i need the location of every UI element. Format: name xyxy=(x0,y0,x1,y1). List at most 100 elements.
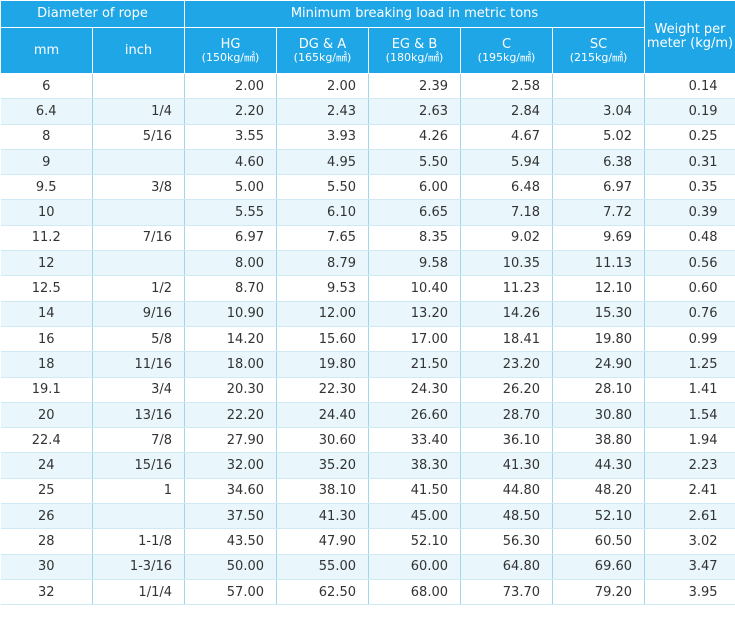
diameter-mm-cell: 6.4 xyxy=(0,98,93,125)
diameter-inch-cell: 9/16 xyxy=(92,301,185,327)
diameter-mm-cell: 30 xyxy=(0,554,93,580)
sc-load-cell: 52.10 xyxy=(552,503,646,530)
dg-load-cell: 47.90 xyxy=(276,528,369,555)
dg-load-cell: 22.30 xyxy=(276,377,369,403)
c-load-cell: 2.84 xyxy=(460,98,553,125)
weight-cell: 3.02 xyxy=(644,528,735,555)
grade-name: DG & A xyxy=(298,36,347,52)
dg-load-cell: 35.20 xyxy=(276,452,369,479)
grade-name: HG xyxy=(220,36,241,52)
grade-header-c: C (195kg/㎟) xyxy=(460,27,553,74)
table-row: 12.5 1/2 8.70 9.53 10.40 11.23 12.10 0.60 xyxy=(0,275,735,302)
table-row: 11.2 7/16 6.97 7.65 8.35 9.02 9.69 0.48 xyxy=(0,225,735,252)
sc-load-cell: 38.80 xyxy=(552,427,646,454)
c-load-cell: 64.80 xyxy=(460,554,553,580)
table-row: 25 1 34.60 38.10 41.50 44.80 48.20 2.41 xyxy=(0,478,735,505)
weight-cell: 0.39 xyxy=(644,199,735,226)
diameter-inch-cell xyxy=(92,250,185,277)
diameter-mm-cell: 26 xyxy=(0,503,93,530)
dg-load-cell: 15.60 xyxy=(276,326,369,353)
weight-cell: 0.35 xyxy=(644,174,735,201)
grade-strength: (150kg/㎟) xyxy=(201,50,260,64)
sc-load-cell: 3.04 xyxy=(552,98,646,125)
table-body: 6 2.00 2.00 2.39 2.58 0.14 6.4 1/4 2.20 2.43 2.63 2… xyxy=(0,73,735,606)
diameter-mm-cell: 8 xyxy=(0,124,93,150)
diameter-inch-cell xyxy=(92,149,185,176)
table-row: 24 15/16 32.00 35.20 38.30 41.30 44.30 2.23 xyxy=(0,452,735,479)
eg-load-cell: 2.63 xyxy=(368,98,461,125)
grade-name: C xyxy=(501,36,512,52)
eg-load-cell: 60.00 xyxy=(368,554,461,580)
diameter-mm-cell: 22.4 xyxy=(0,427,93,454)
weight-cell: 0.76 xyxy=(644,301,735,327)
c-load-cell: 28.70 xyxy=(460,402,553,429)
grade-header-eg: EG & B (180kg/㎟) xyxy=(368,27,461,74)
diameter-inch-cell: 15/16 xyxy=(92,452,185,479)
eg-load-cell: 8.35 xyxy=(368,225,461,252)
dg-load-cell: 19.80 xyxy=(276,351,369,378)
weight-cell: 0.25 xyxy=(644,124,735,150)
eg-load-cell: 45.00 xyxy=(368,503,461,530)
diameter-header: Diameter of rope xyxy=(0,0,185,28)
c-load-cell: 2.58 xyxy=(460,73,553,100)
eg-load-cell: 41.50 xyxy=(368,478,461,505)
c-load-cell: 11.23 xyxy=(460,275,553,302)
inch-header: inch xyxy=(92,27,185,74)
dg-load-cell: 12.00 xyxy=(276,301,369,327)
diameter-mm-cell: 24 xyxy=(0,452,93,479)
sc-load-cell: 11.13 xyxy=(552,250,646,277)
diameter-mm-cell: 18 xyxy=(0,351,93,378)
diameter-inch-cell: 1/4 xyxy=(92,98,185,125)
sc-load-cell: 28.10 xyxy=(552,377,646,403)
hg-load-cell: 50.00 xyxy=(184,554,277,580)
c-load-cell: 56.30 xyxy=(460,528,553,555)
weight-cell: 0.48 xyxy=(644,225,735,252)
eg-load-cell: 2.39 xyxy=(368,73,461,100)
c-load-cell: 41.30 xyxy=(460,452,553,479)
hg-load-cell: 37.50 xyxy=(184,503,277,530)
hg-load-cell: 8.00 xyxy=(184,250,277,277)
diameter-mm-cell: 12 xyxy=(0,250,93,277)
eg-load-cell: 26.60 xyxy=(368,402,461,429)
table-row: 16 5/8 14.20 15.60 17.00 18.41 19.80 0.99 xyxy=(0,326,735,353)
dg-load-cell: 3.93 xyxy=(276,124,369,150)
weight-cell: 2.41 xyxy=(644,478,735,505)
breaking-load-header: Minimum breaking load in metric tons xyxy=(183,0,646,28)
weight-cell: 1.94 xyxy=(644,427,735,454)
diameter-mm-cell: 11.2 xyxy=(0,225,93,252)
hg-load-cell: 2.20 xyxy=(184,98,277,125)
c-load-cell: 23.20 xyxy=(460,351,553,378)
c-load-cell: 10.35 xyxy=(460,250,553,277)
weight-header: Weight per meter (kg/m) xyxy=(644,0,735,74)
diameter-inch-cell: 3/4 xyxy=(92,377,185,403)
hg-load-cell: 2.00 xyxy=(184,73,277,100)
eg-load-cell: 68.00 xyxy=(368,579,461,606)
sc-load-cell: 60.50 xyxy=(552,528,646,555)
diameter-mm-cell: 25 xyxy=(0,478,93,505)
dg-load-cell: 24.40 xyxy=(276,402,369,429)
hg-load-cell: 14.20 xyxy=(184,326,277,353)
eg-load-cell: 21.50 xyxy=(368,351,461,378)
dg-load-cell: 2.43 xyxy=(276,98,369,125)
c-load-cell: 4.67 xyxy=(460,124,553,150)
diameter-mm-cell: 9.5 xyxy=(0,174,93,201)
sc-load-cell: 15.30 xyxy=(552,301,646,327)
grade-header-sc: SC (215kg/㎟) xyxy=(551,27,646,74)
sc-load-cell: 6.38 xyxy=(552,149,646,176)
eg-load-cell: 17.00 xyxy=(368,326,461,353)
grade-strength: (195kg/㎟) xyxy=(477,50,536,64)
table-row: 20 13/16 22.20 24.40 26.60 28.70 30.80 1.54 xyxy=(0,402,735,429)
dg-load-cell: 4.95 xyxy=(276,149,369,176)
sc-load-cell: 30.80 xyxy=(552,402,646,429)
diameter-inch-cell: 1-3/16 xyxy=(92,554,185,580)
table-row: 10 5.55 6.10 6.65 7.18 7.72 0.39 xyxy=(0,199,735,226)
hg-load-cell: 18.00 xyxy=(184,351,277,378)
mm-header: mm xyxy=(0,27,93,74)
grade-header-hg: HG (150kg/㎟) xyxy=(184,27,277,74)
hg-load-cell: 20.30 xyxy=(184,377,277,403)
diameter-mm-cell: 9 xyxy=(0,149,93,176)
eg-load-cell: 24.30 xyxy=(368,377,461,403)
weight-cell: 1.41 xyxy=(644,377,735,403)
sc-load-cell xyxy=(552,73,646,100)
hg-load-cell: 32.00 xyxy=(184,452,277,479)
